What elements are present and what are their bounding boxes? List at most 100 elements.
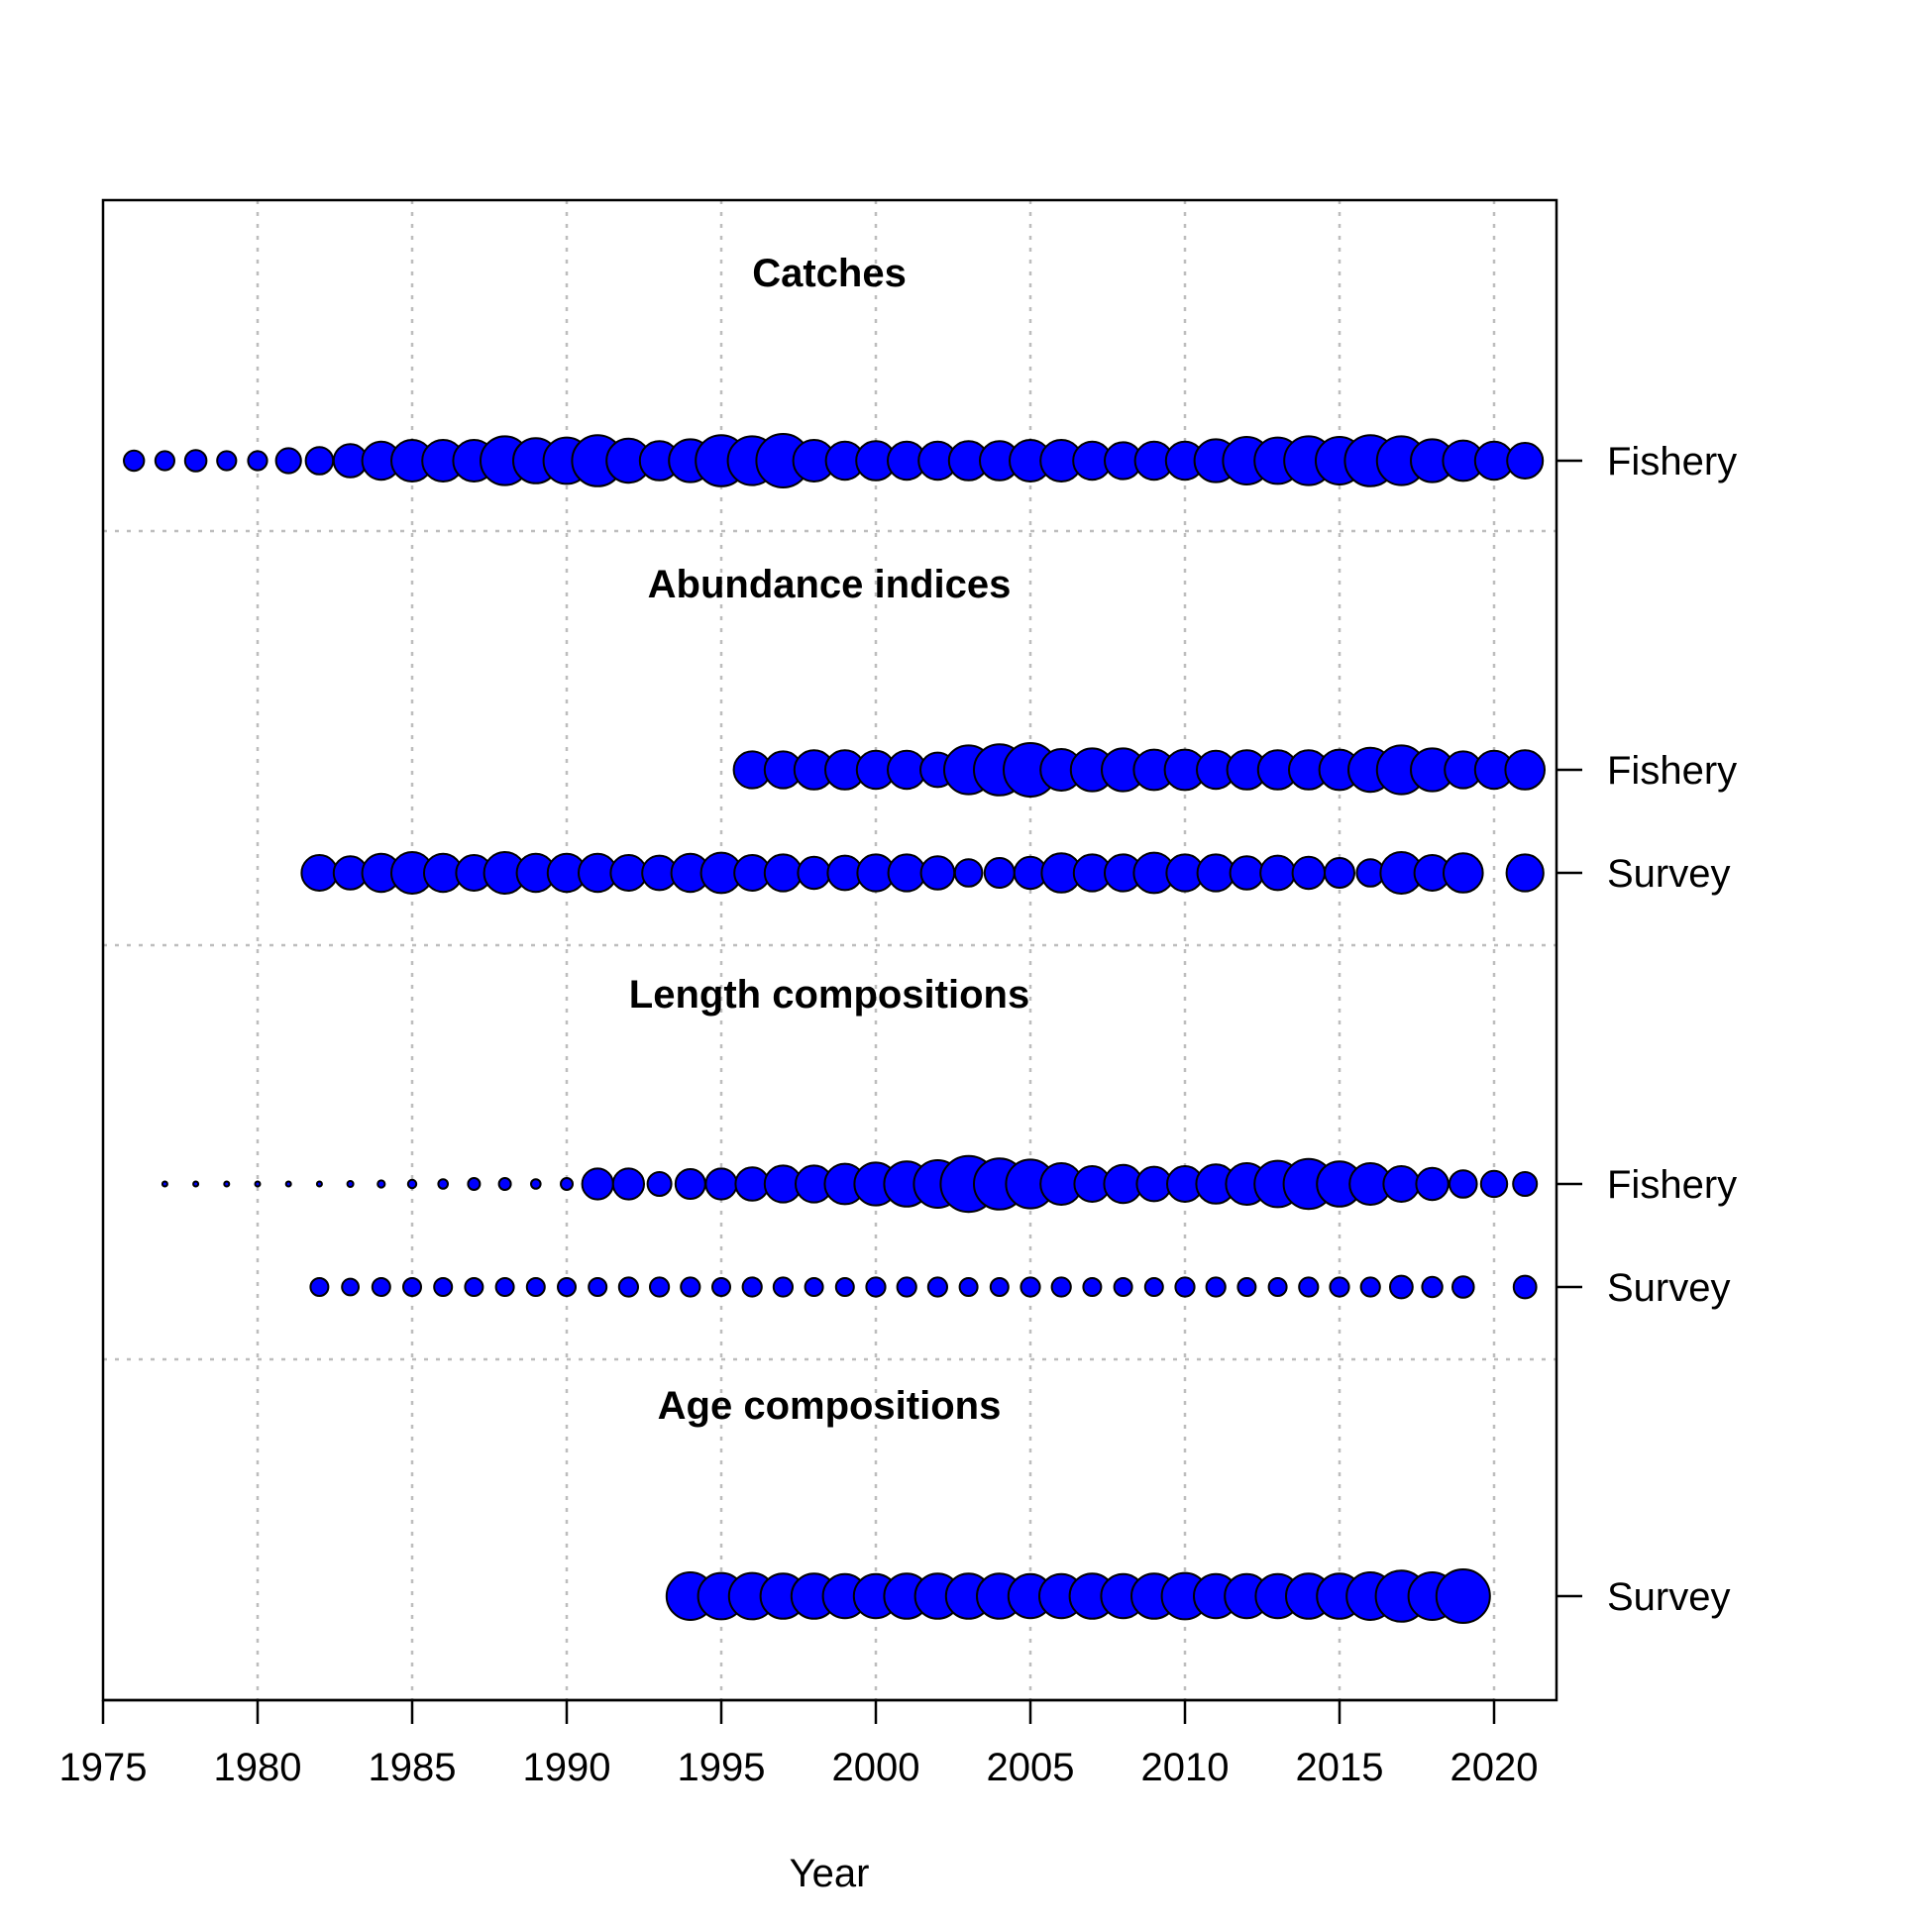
bubble-length-compositions-fishery-1980 (254, 1180, 262, 1188)
bubble-length-compositions-survey-2006 (1050, 1276, 1072, 1298)
bubble-catches-fishery-1976 (123, 449, 146, 473)
bubble-abundance-indices-survey-2012 (1229, 855, 1265, 891)
bubble-length-compositions-survey-1985 (402, 1277, 422, 1297)
bubble-length-compositions-fishery-1993 (646, 1171, 673, 1197)
bubble-catches-fishery-1980 (247, 450, 268, 472)
bubble-length-compositions-fishery-1987 (467, 1177, 482, 1191)
bubble-abundance-indices-survey-1997 (763, 853, 804, 893)
x-tick-label-1995: 1995 (678, 1746, 766, 1789)
bubble-length-compositions-fishery-1986 (437, 1178, 450, 1190)
bubble-catches-fishery-1981 (274, 447, 302, 475)
bubble-catches-fishery-2021 (1506, 442, 1545, 480)
bubble-length-compositions-survey-1984 (371, 1277, 391, 1297)
row-label-length-compositions-fishery: Fishery (1607, 1163, 1737, 1207)
bubble-length-compositions-survey-2019 (1451, 1275, 1475, 1299)
bubble-length-compositions-survey-2001 (896, 1276, 917, 1298)
bubble-length-compositions-survey-2010 (1174, 1276, 1196, 1298)
bubble-length-compositions-fishery-1977 (161, 1180, 168, 1188)
bubble-abundance-indices-survey-2015 (1324, 857, 1355, 889)
bubble-length-compositions-survey-1997 (772, 1276, 795, 1298)
bubble-length-compositions-fishery-1988 (497, 1177, 512, 1191)
bubble-length-compositions-fishery-1990 (560, 1177, 574, 1191)
bubble-abundance-indices-survey-2014 (1291, 855, 1327, 891)
bubble-age-compositions-survey-2019 (1435, 1568, 1491, 1624)
bubble-length-compositions-survey-1987 (464, 1277, 484, 1297)
x-tick-label-2015: 2015 (1296, 1746, 1384, 1789)
bubble-length-compositions-survey-2021 (1512, 1274, 1538, 1300)
bubble-length-compositions-fishery-1978 (192, 1180, 200, 1188)
bubble-length-compositions-survey-1990 (557, 1277, 577, 1297)
bubble-abundance-indices-survey-2019 (1443, 852, 1484, 894)
bubble-length-compositions-survey-1994 (680, 1276, 701, 1298)
bubble-length-compositions-survey-2005 (1020, 1276, 1041, 1298)
row-label-abundance-indices-survey: Survey (1607, 852, 1731, 896)
bubble-length-compositions-survey-1991 (588, 1277, 608, 1297)
bubble-length-compositions-survey-2004 (989, 1277, 1010, 1297)
bubble-length-compositions-fishery-1984 (376, 1179, 386, 1189)
row-label-abundance-indices-fishery: Fishery (1607, 749, 1737, 793)
row-label-age-compositions-survey: Survey (1607, 1575, 1731, 1619)
bubble-length-compositions-fishery-2021 (1512, 1171, 1539, 1197)
bubble-catches-fishery-1979 (216, 450, 238, 472)
row-label-length-compositions-survey: Survey (1607, 1266, 1731, 1310)
bubble-abundance-indices-survey-1992 (609, 854, 648, 892)
bubble-length-compositions-survey-2018 (1421, 1275, 1444, 1299)
bubble-length-compositions-fishery-1982 (315, 1180, 323, 1188)
bubble-length-compositions-fishery-1979 (223, 1180, 231, 1188)
bubble-length-compositions-survey-1988 (494, 1277, 515, 1297)
bubble-length-compositions-fishery-1995 (704, 1167, 738, 1201)
bubble-length-compositions-survey-2015 (1329, 1276, 1350, 1298)
bubble-length-compositions-survey-1999 (834, 1277, 855, 1297)
bubble-length-compositions-survey-1996 (741, 1276, 763, 1298)
bubble-abundance-indices-survey-1998 (797, 855, 831, 891)
bubble-length-compositions-fishery-2020 (1479, 1169, 1509, 1199)
bubble-catches-fishery-1978 (183, 449, 208, 473)
bubble-length-compositions-survey-1998 (804, 1277, 824, 1297)
bubble-length-compositions-survey-1993 (649, 1276, 671, 1298)
x-tick-label-1975: 1975 (59, 1746, 148, 1789)
bubble-abundance-indices-survey-1982 (300, 854, 339, 892)
x-tick-label-2020: 2020 (1450, 1746, 1539, 1789)
x-tick-label-2005: 2005 (987, 1746, 1075, 1789)
x-axis-title: Year (790, 1852, 870, 1895)
section-title-length-compositions: Length compositions (629, 973, 1029, 1017)
x-tick-label-2010: 2010 (1141, 1746, 1230, 1789)
bubble-length-compositions-survey-2011 (1205, 1276, 1227, 1298)
bubble-catches-fishery-1982 (304, 446, 335, 476)
x-tick-label-1980: 1980 (214, 1746, 302, 1789)
bubble-series (123, 433, 1546, 1624)
bubble-length-compositions-fishery-2017 (1382, 1165, 1421, 1203)
bubble-length-compositions-survey-1992 (617, 1276, 640, 1298)
bubble-length-compositions-survey-2008 (1113, 1277, 1133, 1297)
bubble-abundance-indices-survey-2021 (1505, 853, 1545, 893)
section-title-age-compositions: Age compositions (658, 1384, 1002, 1428)
bubble-length-compositions-fishery-2018 (1415, 1166, 1449, 1202)
bubble-abundance-indices-survey-2001 (887, 853, 926, 893)
bubble-length-compositions-survey-2013 (1267, 1277, 1288, 1297)
x-axis: 1975 1980 1985 1990 1995 2000 2005 2010 2015 2020 (59, 1698, 1539, 1789)
gridlines (103, 200, 1556, 1700)
bubble-length-compositions-survey-2000 (865, 1276, 887, 1298)
bubble-length-compositions-fishery-1992 (611, 1167, 646, 1201)
bubble-length-compositions-fishery-1981 (284, 1180, 292, 1188)
bubble-abundance-indices-survey-2011 (1196, 853, 1235, 893)
bubble-length-compositions-survey-2007 (1082, 1277, 1103, 1297)
bubble-length-compositions-fishery-1994 (674, 1168, 706, 1200)
row-label-catches-fishery: Fishery (1607, 440, 1737, 483)
x-tick-label-2000: 2000 (832, 1746, 920, 1789)
bubble-length-compositions-survey-2012 (1236, 1277, 1257, 1297)
x-tick-label-1985: 1985 (369, 1746, 457, 1789)
section-title-abundance-indices: Abundance indices (648, 563, 1012, 606)
bubble-length-compositions-survey-2002 (926, 1276, 949, 1298)
bubble-length-compositions-survey-2014 (1298, 1276, 1320, 1298)
bubble-length-compositions-survey-2017 (1389, 1274, 1414, 1300)
bubble-length-compositions-survey-2009 (1143, 1277, 1164, 1297)
x-tick-label-1990: 1990 (523, 1746, 611, 1789)
bubble-length-compositions-survey-1986 (433, 1277, 454, 1297)
bubble-length-compositions-survey-1982 (309, 1277, 330, 1297)
bubble-catches-fishery-1977 (154, 450, 175, 472)
bubble-length-compositions-fishery-1983 (346, 1180, 355, 1188)
bubble-length-compositions-survey-1983 (341, 1277, 361, 1297)
bubble-abundance-indices-survey-2002 (919, 855, 956, 891)
chart-labels: Catches Fishery Abundance indices Fishery Su… (629, 252, 1737, 1619)
